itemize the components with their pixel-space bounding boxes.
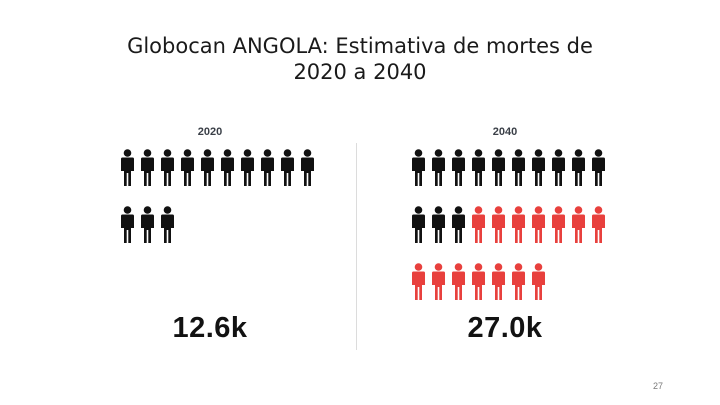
person-icon [219,149,239,186]
panel-divider [356,143,357,350]
panel-2040: 2040 27.0k [370,120,640,350]
person-icon [530,206,550,243]
person-icon [570,206,590,243]
person-icon [119,149,139,186]
person-icon [570,149,590,186]
person-icon [510,263,530,300]
person-icon [179,149,199,186]
person-icon [159,206,179,243]
person-row [410,206,610,243]
total-2040: 27.0k [467,312,543,344]
person-icon [550,206,570,243]
person-icon [450,149,470,186]
people-grid-2040 [410,149,610,320]
slide-title: Globocan ANGOLA: Estimativa de mortes de… [0,33,720,85]
person-icon [430,149,450,186]
person-icon [590,149,610,186]
total-2020: 12.6k [172,312,248,344]
person-icon [450,206,470,243]
person-icon [490,206,510,243]
person-icon [430,206,450,243]
panel-2020: 2020 12.6k [75,120,345,350]
person-row [119,149,319,186]
person-row [410,263,610,300]
person-icon [299,149,319,186]
person-row [119,206,319,243]
person-icon [470,263,490,300]
person-icon [279,149,299,186]
person-icon [139,149,159,186]
person-icon [490,149,510,186]
person-icon [410,206,430,243]
year-label-2020: 2020 [197,126,223,138]
year-label-2040: 2040 [492,126,518,138]
person-icon [259,149,279,186]
person-icon [119,206,139,243]
person-icon [550,149,570,186]
person-icon [410,263,430,300]
person-icon [410,149,430,186]
person-icon [139,206,159,243]
person-icon [510,206,530,243]
person-icon [430,263,450,300]
person-icon [530,149,550,186]
person-row [410,149,610,186]
person-icon [239,149,259,186]
person-icon [530,263,550,300]
person-icon [510,149,530,186]
person-icon [470,149,490,186]
person-icon [470,206,490,243]
slide-title-line-2: 2020 a 2040 [293,60,427,84]
person-icon [450,263,470,300]
people-grid-2020 [119,149,319,263]
person-icon [490,263,510,300]
slide-title-line-1: Globocan ANGOLA: Estimativa de mortes de [127,34,593,58]
person-icon [199,149,219,186]
slide-number: 27 [652,381,663,391]
person-icon [159,149,179,186]
person-icon [590,206,610,243]
